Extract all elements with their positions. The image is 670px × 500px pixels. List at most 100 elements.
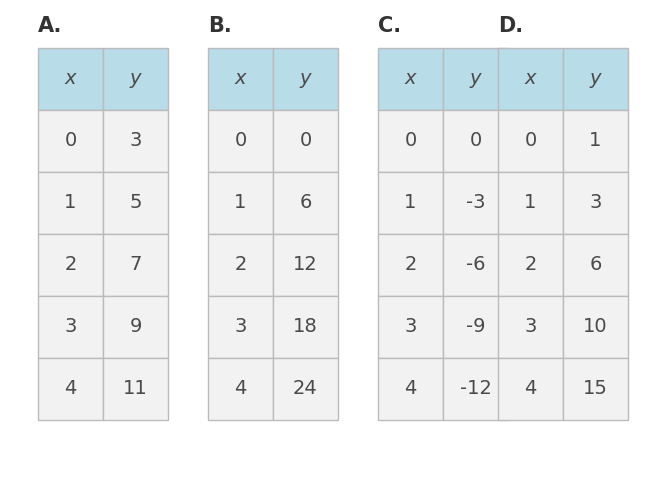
- Bar: [498, 296, 563, 358]
- Bar: [273, 296, 338, 358]
- Bar: [38, 172, 103, 234]
- Bar: [498, 110, 563, 172]
- Bar: [38, 110, 103, 172]
- Bar: [103, 358, 168, 420]
- Bar: [563, 358, 628, 420]
- Bar: [208, 296, 273, 358]
- Bar: [103, 110, 168, 172]
- Bar: [273, 48, 338, 110]
- Text: 2: 2: [525, 256, 537, 274]
- Text: y: y: [299, 70, 312, 88]
- Text: 12: 12: [293, 256, 318, 274]
- Text: 18: 18: [293, 318, 318, 336]
- Bar: [378, 234, 443, 296]
- Bar: [273, 234, 338, 296]
- Text: y: y: [590, 70, 601, 88]
- Text: x: x: [234, 70, 247, 88]
- Bar: [443, 296, 508, 358]
- Text: 2: 2: [404, 256, 417, 274]
- Bar: [38, 358, 103, 420]
- Bar: [443, 110, 508, 172]
- Bar: [498, 358, 563, 420]
- Text: 5: 5: [129, 194, 142, 212]
- Text: 0: 0: [299, 132, 312, 150]
- Text: 0: 0: [234, 132, 247, 150]
- Text: y: y: [130, 70, 141, 88]
- Bar: [563, 234, 628, 296]
- Text: 2: 2: [234, 256, 247, 274]
- Text: x: x: [525, 70, 536, 88]
- Text: -12: -12: [460, 380, 491, 398]
- Text: 3: 3: [234, 318, 247, 336]
- Text: -9: -9: [466, 318, 485, 336]
- Bar: [208, 48, 273, 110]
- Text: 0: 0: [525, 132, 537, 150]
- Text: A.: A.: [38, 16, 62, 36]
- Bar: [273, 172, 338, 234]
- Bar: [563, 110, 628, 172]
- Bar: [103, 234, 168, 296]
- Text: 4: 4: [404, 380, 417, 398]
- Text: 1: 1: [590, 132, 602, 150]
- Text: 2: 2: [64, 256, 76, 274]
- Text: D.: D.: [498, 16, 523, 36]
- Bar: [378, 358, 443, 420]
- Bar: [498, 48, 563, 110]
- Text: 10: 10: [583, 318, 608, 336]
- Bar: [378, 48, 443, 110]
- Bar: [443, 234, 508, 296]
- Bar: [498, 234, 563, 296]
- Bar: [443, 358, 508, 420]
- Text: 0: 0: [405, 132, 417, 150]
- Bar: [498, 172, 563, 234]
- Text: 3: 3: [404, 318, 417, 336]
- Text: C.: C.: [378, 16, 401, 36]
- Bar: [208, 358, 273, 420]
- Bar: [378, 172, 443, 234]
- Text: 6: 6: [590, 256, 602, 274]
- Text: 24: 24: [293, 380, 318, 398]
- Text: 0: 0: [64, 132, 76, 150]
- Bar: [563, 296, 628, 358]
- Text: 1: 1: [404, 194, 417, 212]
- Bar: [443, 48, 508, 110]
- Bar: [103, 172, 168, 234]
- Bar: [563, 48, 628, 110]
- Text: 3: 3: [64, 318, 76, 336]
- Text: 9: 9: [129, 318, 141, 336]
- Text: 4: 4: [64, 380, 76, 398]
- Bar: [273, 110, 338, 172]
- Text: 15: 15: [583, 380, 608, 398]
- Text: 6: 6: [299, 194, 312, 212]
- Text: 11: 11: [123, 380, 148, 398]
- Bar: [563, 172, 628, 234]
- Text: 4: 4: [525, 380, 537, 398]
- Text: 3: 3: [525, 318, 537, 336]
- Bar: [443, 172, 508, 234]
- Text: 1: 1: [525, 194, 537, 212]
- Text: 3: 3: [590, 194, 602, 212]
- Text: 4: 4: [234, 380, 247, 398]
- Bar: [208, 110, 273, 172]
- Bar: [38, 234, 103, 296]
- Bar: [103, 296, 168, 358]
- Text: x: x: [65, 70, 76, 88]
- Text: x: x: [405, 70, 416, 88]
- Text: B.: B.: [208, 16, 232, 36]
- Text: 3: 3: [129, 132, 141, 150]
- Text: -3: -3: [466, 194, 485, 212]
- Text: 1: 1: [234, 194, 247, 212]
- Text: 0: 0: [470, 132, 482, 150]
- Text: -6: -6: [466, 256, 485, 274]
- Bar: [38, 48, 103, 110]
- Bar: [103, 48, 168, 110]
- Bar: [38, 296, 103, 358]
- Bar: [208, 234, 273, 296]
- Text: 7: 7: [129, 256, 141, 274]
- Text: 1: 1: [64, 194, 76, 212]
- Text: y: y: [470, 70, 481, 88]
- Bar: [273, 358, 338, 420]
- Bar: [208, 172, 273, 234]
- Bar: [378, 110, 443, 172]
- Bar: [378, 296, 443, 358]
